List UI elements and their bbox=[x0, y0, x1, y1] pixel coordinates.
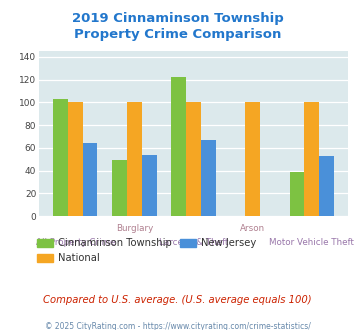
Bar bbox=[142, 155, 157, 216]
Text: Larceny & Theft: Larceny & Theft bbox=[159, 238, 228, 247]
Text: Compared to U.S. average. (U.S. average equals 100): Compared to U.S. average. (U.S. average … bbox=[43, 295, 312, 305]
Bar bbox=[290, 172, 304, 216]
Text: © 2025 CityRating.com - https://www.cityrating.com/crime-statistics/: © 2025 CityRating.com - https://www.city… bbox=[45, 322, 310, 330]
Text: Arson: Arson bbox=[240, 224, 265, 233]
Bar bbox=[245, 102, 260, 216]
Text: 2019 Cinnaminson Township
Property Crime Comparison: 2019 Cinnaminson Township Property Crime… bbox=[72, 12, 283, 41]
Bar bbox=[83, 143, 97, 216]
Bar bbox=[319, 156, 334, 216]
Bar bbox=[171, 77, 186, 216]
Bar bbox=[68, 102, 83, 216]
Bar bbox=[201, 140, 215, 216]
Text: Motor Vehicle Theft: Motor Vehicle Theft bbox=[269, 238, 354, 247]
Legend: Cinnaminson Township, National, New Jersey: Cinnaminson Township, National, New Jers… bbox=[33, 234, 261, 267]
Bar bbox=[112, 160, 127, 216]
Bar bbox=[53, 99, 68, 216]
Bar bbox=[127, 102, 142, 216]
Bar bbox=[186, 102, 201, 216]
Text: Burglary: Burglary bbox=[116, 224, 153, 233]
Text: All Property Crime: All Property Crime bbox=[36, 238, 115, 247]
Bar bbox=[304, 102, 319, 216]
